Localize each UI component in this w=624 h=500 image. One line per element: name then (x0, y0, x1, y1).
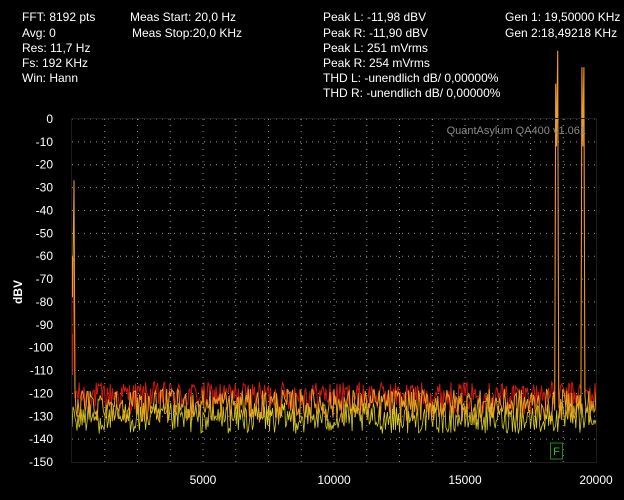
y-tick-label: 0 (46, 112, 53, 126)
info-win: Win: Hann (22, 71, 79, 85)
y-tick-label: -90 (36, 318, 54, 332)
info-res: Res: 11,7 Hz (22, 41, 91, 55)
y-tick-label: -60 (36, 249, 54, 263)
y-tick-label: -20 (36, 158, 54, 172)
info-fft: FFT: 8192 pts (22, 10, 96, 24)
series-left-channel (71, 50, 597, 424)
info-peak-l-rms: Peak L: 251 mVrms (323, 41, 428, 55)
info-peak-r-dbv: Peak R: -11,90 dBV (323, 26, 429, 40)
series-noise-layer (71, 401, 597, 434)
x-tick-label: 20000 (579, 473, 613, 487)
info-thd-l: THD L: -unendlich dB/ 0,00000% (323, 71, 499, 85)
x-tick-label: 15000 (448, 473, 482, 487)
info-meas-start: Meas Start: 20,0 Hz (130, 10, 237, 24)
y-tick-label: -110 (30, 364, 53, 378)
y-tick-label: -70 (36, 272, 54, 286)
plot-frame (71, 118, 597, 463)
info-avg: Avg: 0 (22, 26, 56, 40)
info-gen2: Gen 2:18,49218 KHz (505, 26, 618, 40)
y-tick-label: -140 (29, 432, 53, 446)
marker-label: F (553, 446, 560, 458)
x-tick-label: 10000 (317, 473, 351, 487)
y-axis-label: dBV (11, 280, 25, 304)
info-thd-r: THD R: -unendlich dB/ 0,00000% (323, 86, 501, 100)
series-layer: F (71, 50, 597, 460)
tick-labels: 0 -10 -20 -30 -40 -50 -60 -70 -80 -90 -100 -110 -120… (29, 112, 613, 487)
info-peak-l-dbv: Peak L: -11,98 dBV (323, 10, 427, 24)
series-right-channel (71, 50, 597, 415)
y-tick-label: -150 (29, 455, 53, 469)
y-tick-label: -10 (36, 135, 54, 149)
y-tick-label: -100 (29, 341, 53, 355)
y-tick-label: -120 (29, 386, 53, 400)
y-tick-label: -30 (36, 181, 54, 195)
y-tick-label: -130 (29, 409, 53, 423)
y-tick-label: -40 (36, 203, 54, 217)
x-tick-label: 5000 (190, 473, 217, 487)
marker-box (549, 442, 563, 460)
info-meas-stop: Meas Stop:20,0 KHz (132, 26, 243, 40)
y-tick-label: -50 (36, 226, 54, 240)
info-gen1: Gen 1: 19,50000 KHz (505, 10, 621, 24)
watermark: QuantAsylum QA400 v1.061 (447, 125, 586, 137)
y-tick-label: -80 (36, 295, 54, 309)
info-fs: Fs: 192 KHz (22, 56, 89, 70)
info-peak-r-rms: Peak R: 254 mVrms (323, 56, 430, 70)
